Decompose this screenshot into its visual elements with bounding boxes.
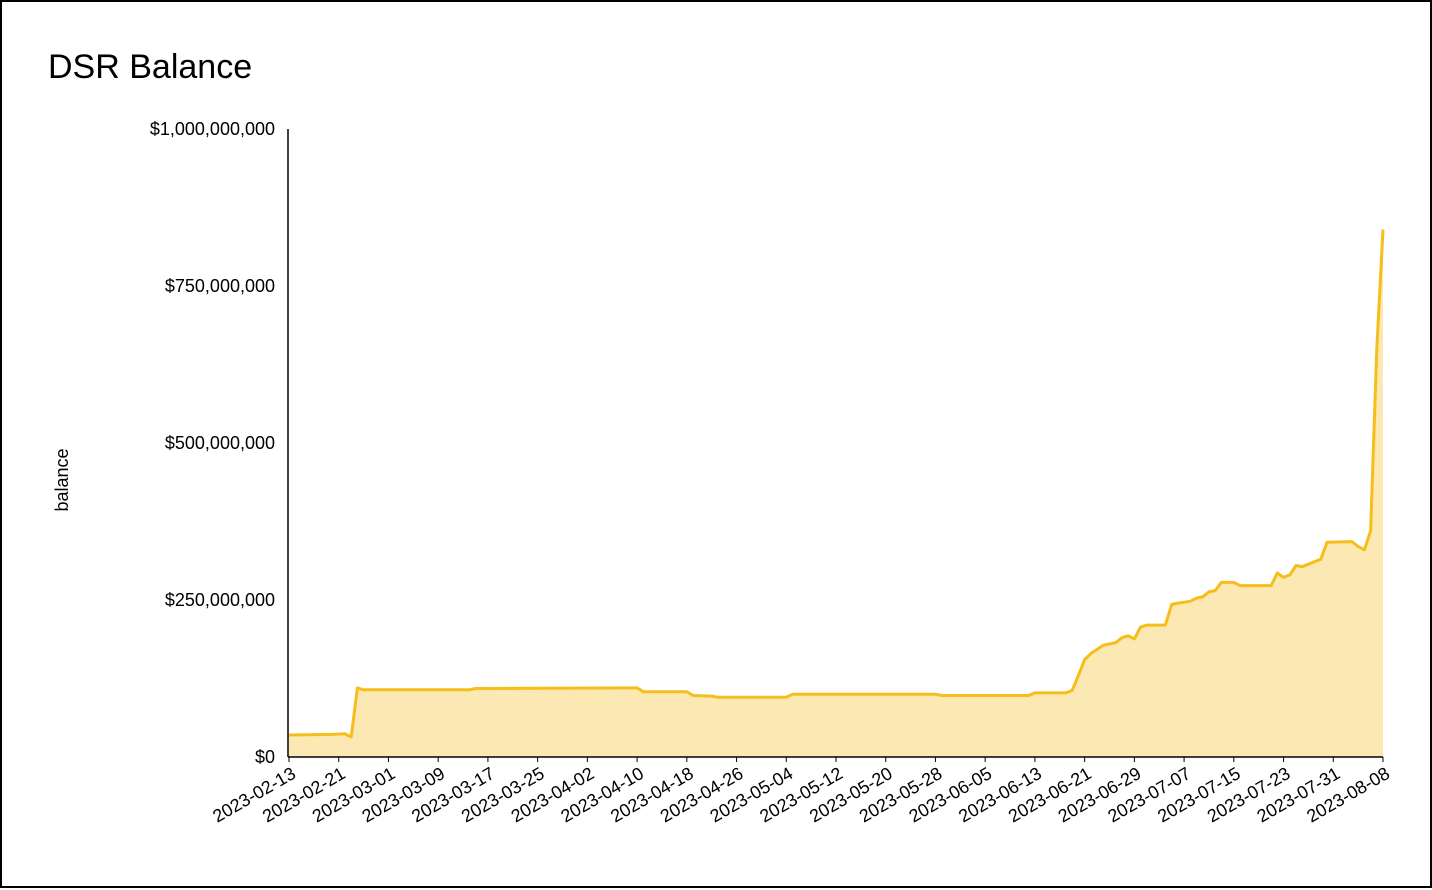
y-tick-label: $0 bbox=[255, 747, 275, 767]
y-tick-label: $250,000,000 bbox=[165, 590, 275, 610]
y-tick-label: $1,000,000,000 bbox=[150, 119, 275, 139]
y-tick-label: $750,000,000 bbox=[165, 276, 275, 296]
chart-title: DSR Balance bbox=[48, 48, 252, 86]
line bbox=[288, 229, 1385, 739]
area-fill bbox=[289, 229, 1383, 757]
y-axis-label: balance bbox=[52, 448, 72, 511]
y-tick-label: $500,000,000 bbox=[165, 433, 275, 453]
